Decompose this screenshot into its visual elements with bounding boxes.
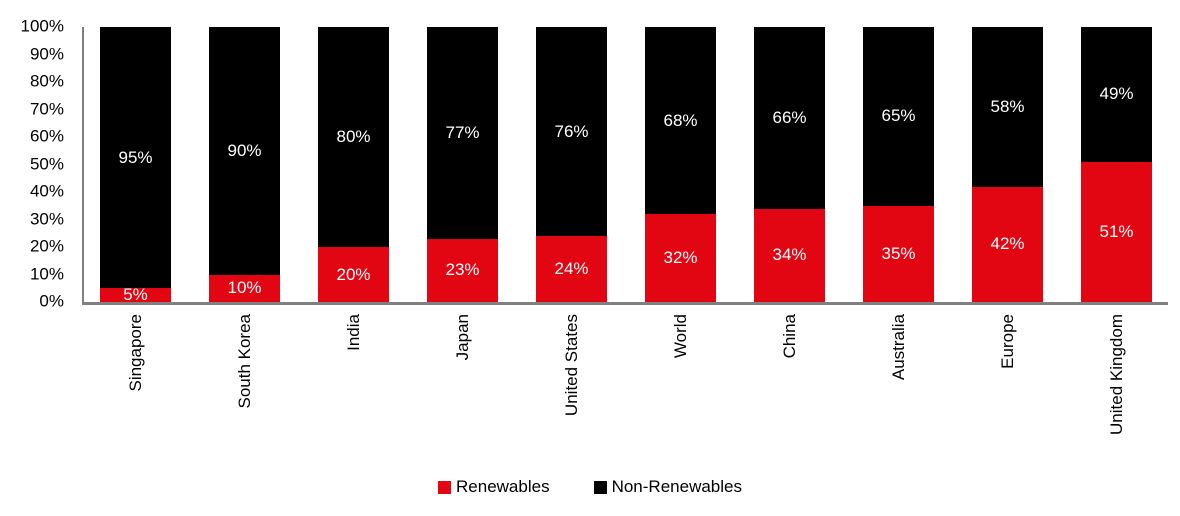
bar-south-korea: 90% 10% — [209, 27, 280, 302]
segment-non-renewables: 68% — [645, 27, 716, 214]
bar-india: 80% 20% — [318, 27, 389, 302]
x-category-label: South Korea — [234, 314, 254, 409]
legend-swatch-icon — [593, 480, 607, 494]
legend: Renewables Non-Renewables — [0, 477, 1180, 497]
bar-united-kingdom: 49% 51% — [1081, 27, 1152, 302]
segment-renewables: 32% — [645, 214, 716, 302]
y-tick-label: 80% — [29, 71, 64, 91]
segment-renewables: 5% — [100, 285, 171, 305]
x-category-label: Australia — [888, 314, 908, 381]
bar-china: 66% 34% — [754, 27, 825, 302]
y-tick-label: 90% — [29, 44, 64, 64]
segment-non-renewables: 95% — [100, 27, 171, 289]
segment-renewables: 51% — [1081, 161, 1152, 302]
segment-renewables: 23% — [427, 238, 498, 302]
y-tick-label: 40% — [29, 181, 64, 201]
data-label-renewables: 51% — [1099, 221, 1134, 241]
x-category-label: Europe — [997, 314, 1017, 369]
data-label-renewables: 42% — [990, 234, 1025, 254]
x-category-label: India — [343, 314, 363, 351]
data-label-non-renewables: 76% — [554, 121, 589, 141]
x-category-label: Japan — [452, 314, 472, 361]
y-axis-line — [82, 27, 84, 305]
data-label-non-renewables: 65% — [881, 106, 916, 126]
data-label-non-renewables: 90% — [227, 140, 262, 160]
y-tick-label: 10% — [29, 264, 64, 284]
legend-label: Non-Renewables — [611, 477, 742, 496]
y-tick-label: 60% — [29, 126, 64, 146]
data-label-renewables: 34% — [772, 245, 807, 265]
segment-renewables: 20% — [318, 247, 389, 302]
legend-label: Renewables — [456, 477, 550, 496]
data-label-renewables: 23% — [445, 260, 480, 280]
x-axis-line — [82, 302, 1168, 305]
data-label-non-renewables: 66% — [772, 107, 807, 127]
data-label-non-renewables: 49% — [1099, 84, 1134, 104]
x-category-label: World — [670, 314, 690, 359]
segment-non-renewables: 76% — [536, 27, 607, 236]
x-category-label: United Kingdom — [1106, 314, 1126, 435]
bar-united-states: 76% 24% — [536, 27, 607, 302]
legend-item-non-renewables: Non-Renewables — [593, 477, 742, 497]
segment-renewables: 35% — [863, 205, 934, 302]
segment-non-renewables: 49% — [1081, 27, 1152, 162]
bar-europe: 58% 42% — [972, 27, 1043, 302]
segment-renewables: 24% — [536, 236, 607, 302]
data-label-renewables: 5% — [123, 285, 148, 305]
segment-renewables: 10% — [209, 274, 280, 302]
y-tick-label: 20% — [29, 236, 64, 256]
y-tick-label: 30% — [29, 209, 64, 229]
segment-renewables: 42% — [972, 186, 1043, 302]
y-tick-label: 0% — [39, 291, 64, 311]
bar-singapore: 95% 5% — [100, 27, 171, 305]
data-label-renewables: 20% — [336, 264, 371, 284]
segment-renewables: 34% — [754, 208, 825, 302]
segment-non-renewables: 58% — [972, 27, 1043, 187]
legend-swatch-icon — [438, 480, 452, 494]
x-category-label: China — [779, 314, 799, 359]
data-label-non-renewables: 80% — [336, 127, 371, 146]
data-label-renewables: 10% — [227, 278, 262, 298]
data-label-renewables: 24% — [554, 259, 589, 278]
segment-non-renewables: 65% — [863, 27, 934, 206]
data-label-non-renewables: 77% — [445, 122, 480, 142]
x-category-label: Singapore — [125, 314, 145, 392]
x-category-label: United States — [561, 314, 581, 417]
segment-non-renewables: 90% — [209, 27, 280, 275]
segment-non-renewables: 80% — [318, 27, 389, 247]
segment-non-renewables: 77% — [427, 27, 498, 239]
y-tick-label: 50% — [29, 154, 64, 174]
y-tick-label: 70% — [29, 99, 64, 119]
data-label-renewables: 32% — [663, 248, 698, 267]
data-label-non-renewables: 58% — [990, 96, 1025, 116]
data-label-renewables: 35% — [881, 243, 916, 263]
segment-non-renewables: 66% — [754, 27, 825, 209]
bar-world: 68% 32% — [645, 27, 716, 302]
bar-australia: 65% 35% — [863, 27, 934, 302]
bar-japan: 77% 23% — [427, 27, 498, 302]
y-tick-label: 100% — [20, 16, 64, 36]
data-label-non-renewables: 95% — [118, 147, 153, 167]
data-label-non-renewables: 68% — [663, 110, 698, 130]
legend-item-renewables: Renewables — [438, 477, 550, 497]
